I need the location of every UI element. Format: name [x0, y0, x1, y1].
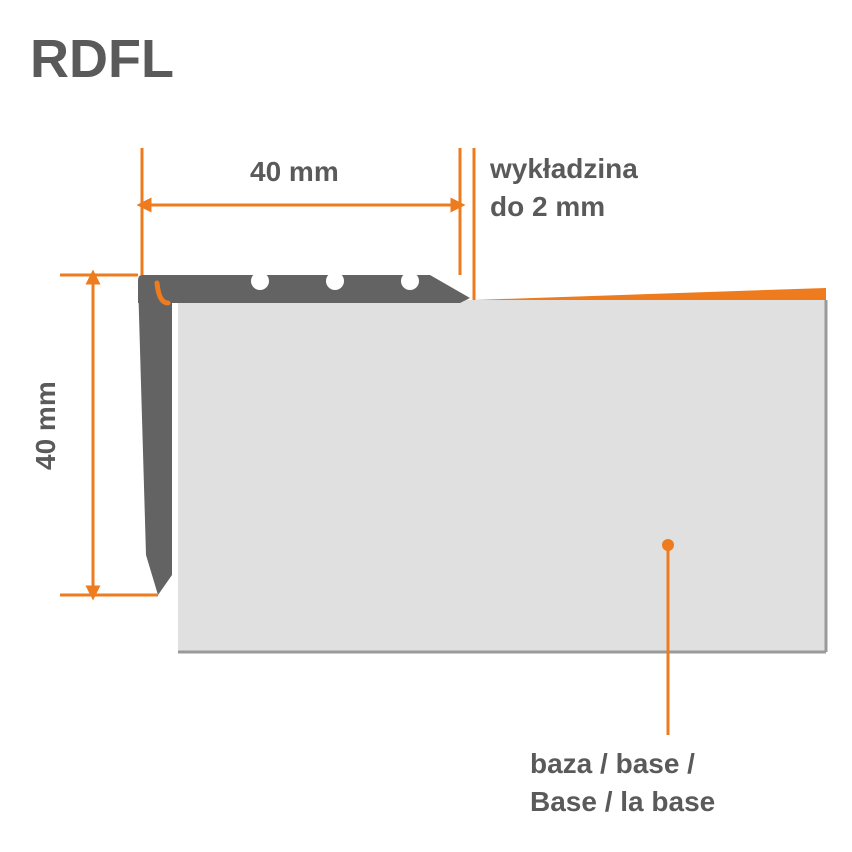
diagram-svg	[0, 0, 852, 852]
